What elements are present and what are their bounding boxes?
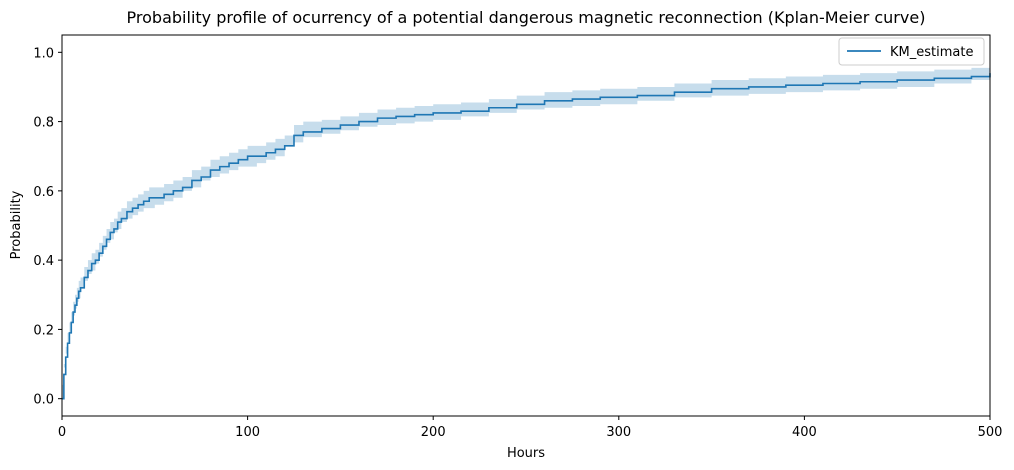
legend: KM_estimate — [838, 37, 985, 66]
confidence-band — [62, 66, 990, 399]
x-tick-label: 300 — [606, 425, 631, 440]
x-tick-label: 200 — [421, 425, 446, 440]
y-tick-label: 1.0 — [33, 46, 54, 61]
x-tick-label: 0 — [58, 425, 66, 440]
y-tick-label: 0.2 — [33, 323, 54, 338]
x-tick-label: 400 — [792, 425, 817, 440]
y-tick-label: 0.4 — [33, 254, 54, 269]
plot-area: 0 100 200 300 400 500 0.0 0.2 0.4 0.6 0.8 1.0 — [33, 34, 1003, 440]
chart-title: Probability profile of ocurrency of a po… — [127, 8, 926, 27]
legend-label-km-estimate: KM_estimate — [890, 45, 973, 60]
plot-frame — [61, 34, 991, 417]
y-axis-title: Probability — [9, 190, 24, 259]
x-tick-label: 100 — [235, 425, 260, 440]
y-tick-label: 0.6 — [33, 185, 54, 200]
km-estimate-line — [62, 73, 991, 400]
y-tick-label: 0.0 — [33, 393, 54, 408]
y-tick-label: 0.8 — [33, 116, 54, 131]
legend-box — [838, 37, 985, 66]
x-axis-title: Hours — [507, 446, 545, 461]
x-tick-label: 500 — [978, 425, 1003, 440]
